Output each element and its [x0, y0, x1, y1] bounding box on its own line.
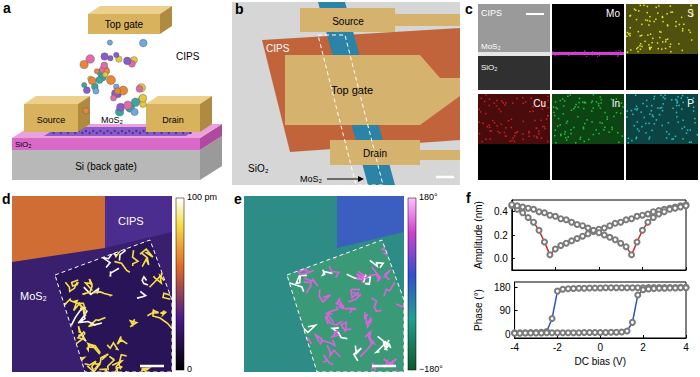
svg-text:SiO₂: SiO₂ [248, 163, 269, 174]
svg-text:d: d [2, 191, 11, 207]
svg-text:90: 90 [499, 305, 511, 316]
svg-text:MoS₂: MoS₂ [20, 290, 47, 302]
svg-text:f: f [466, 190, 471, 206]
svg-text:0: 0 [505, 329, 511, 340]
svg-text:CIPS: CIPS [481, 8, 502, 18]
svg-text:MoS₂: MoS₂ [101, 115, 124, 125]
svg-text:DC bias (V): DC bias (V) [574, 356, 626, 367]
svg-text:Top gate: Top gate [331, 84, 373, 96]
svg-text:Mo: Mo [606, 8, 620, 19]
svg-text:100 pm: 100 pm [187, 192, 217, 202]
svg-text:Amplitude (nm): Amplitude (nm) [473, 201, 484, 269]
svg-text:Source: Source [37, 115, 66, 125]
svg-text:In: In [612, 98, 620, 109]
svg-text:-2: -2 [553, 342, 562, 353]
svg-text:MoS₂: MoS₂ [481, 42, 501, 51]
svg-text:SiO₂: SiO₂ [15, 140, 31, 149]
svg-text:MoS₂: MoS₂ [300, 174, 323, 184]
svg-text:Cu: Cu [533, 98, 546, 109]
svg-text:0.4: 0.4 [494, 206, 508, 217]
svg-text:Phase (°): Phase (°) [473, 289, 484, 331]
svg-text:CIPS: CIPS [176, 51, 200, 62]
svg-text:4: 4 [683, 342, 689, 353]
svg-text:0.2: 0.2 [494, 230, 508, 241]
svg-text:Drain: Drain [162, 115, 184, 125]
svg-text:e: e [234, 191, 242, 207]
svg-text:Top gate: Top gate [105, 19, 144, 30]
svg-text:180: 180 [494, 282, 511, 293]
svg-text:b: b [235, 1, 244, 17]
svg-text:0: 0 [598, 342, 604, 353]
svg-text:Source: Source [332, 16, 364, 27]
svg-text:a: a [3, 0, 11, 16]
svg-text:P: P [687, 98, 694, 109]
svg-text:Drain: Drain [363, 148, 387, 159]
svg-text:SiO₂: SiO₂ [481, 63, 497, 72]
svg-text:−180°: −180° [419, 364, 443, 374]
svg-text:CIPS: CIPS [118, 215, 144, 227]
svg-text:0.0: 0.0 [494, 253, 508, 264]
svg-text:CIPS: CIPS [266, 43, 290, 54]
svg-text:0: 0 [187, 364, 192, 374]
svg-text:2: 2 [640, 342, 646, 353]
svg-text:Si (back gate): Si (back gate) [75, 161, 137, 172]
svg-text:180°: 180° [419, 192, 438, 202]
svg-text:S: S [687, 8, 694, 19]
svg-text:-4: -4 [510, 342, 519, 353]
svg-text:c: c [465, 1, 473, 17]
